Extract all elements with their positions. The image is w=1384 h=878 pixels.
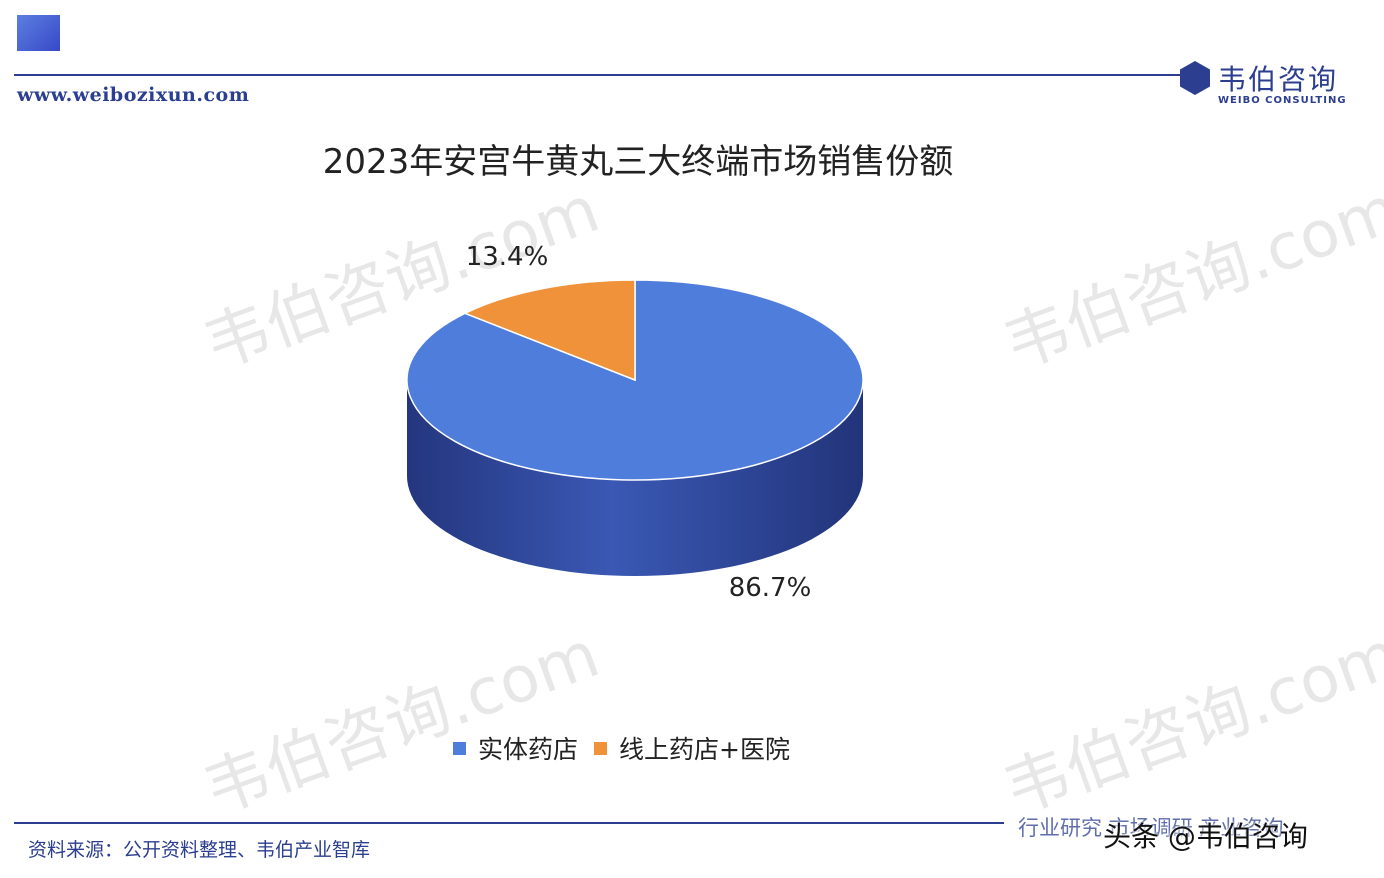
hexagon-logo-icon [1180, 61, 1210, 95]
logo-name: 韦伯咨询 [1218, 63, 1339, 96]
footer-rule [14, 822, 1004, 824]
corner-accent-square [17, 15, 60, 51]
pie-side-wall [407, 380, 863, 576]
legend-label: 实体药店 [478, 735, 579, 764]
chart-title: 2023年安宫牛黄丸三大终端市场销售份额 [322, 142, 954, 182]
footer-tagline: 行业研究 市场调研 产业咨询 [1018, 816, 1284, 840]
legend-item-online-and-hospital: 线上药店+医院 [594, 730, 790, 766]
data-label: 86.7% [729, 573, 812, 603]
header-rule [14, 74, 1186, 76]
legend-swatch [453, 741, 466, 755]
legend-item-physical-pharmacy: 实体药店 [453, 730, 578, 766]
pie-slice-online-and-hospital [463, 279, 636, 382]
logo-subtitle: WEIBO CONSULTING [1218, 95, 1347, 106]
website-url: www.weibozixun.com [17, 84, 250, 106]
data-label: 13.4% [466, 242, 549, 272]
source-note: 资料来源：公开资料整理、韦伯产业智库 [28, 839, 371, 861]
platform-watermark: 头条 @韦伯咨询 [1103, 820, 1308, 853]
legend-label: 线上药店+医院 [619, 735, 790, 764]
company-logo: 韦伯咨询 WEIBO CONSULTING [1178, 58, 1358, 114]
legend-swatch [594, 741, 608, 755]
chart-legend: 实体药店 线上药店+医院 [453, 730, 806, 766]
